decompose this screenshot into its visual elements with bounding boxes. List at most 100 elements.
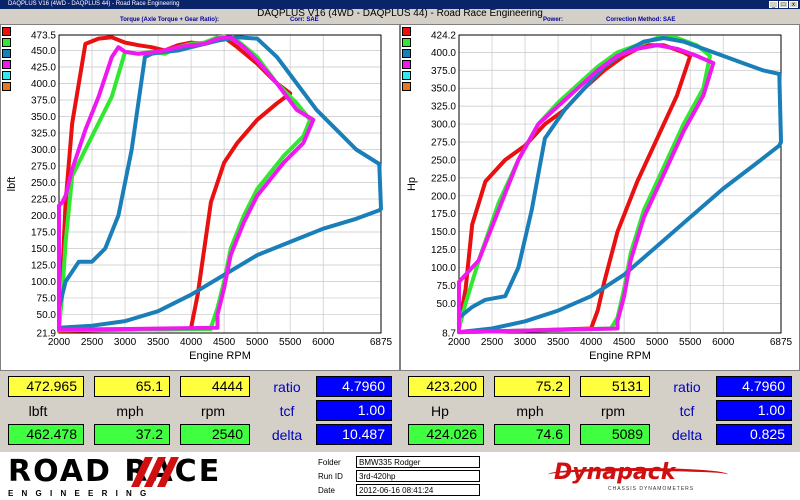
right-delta-value[interactable]: 0.825 — [716, 424, 792, 445]
legend-swatch-green[interactable] — [2, 38, 11, 47]
series-line-0 — [57, 35, 293, 333]
legend-swatch-orange-2[interactable] — [402, 82, 411, 91]
legend-swatch-orange[interactable] — [2, 82, 11, 91]
folder-value: BMW335 Rodger — [356, 456, 480, 468]
y-tick-label: 175.0 — [431, 209, 456, 220]
left-tcf-label: tcf — [279, 403, 295, 419]
logo-stripes — [131, 457, 179, 487]
logo-subtext: E N G I N E E R I N G — [8, 489, 150, 498]
y-tick-label: 400.0 — [31, 79, 56, 90]
y-tick-label: 350.0 — [431, 84, 456, 95]
maximize-button[interactable]: □ — [779, 1, 788, 8]
x-tick-label: 5500 — [279, 337, 302, 348]
date-label: Date — [318, 486, 335, 495]
left-unit-rpm: rpm — [200, 403, 226, 419]
plot-frame — [58, 34, 382, 334]
power-chart: 424.2 400.0 375.0 350.0 325.0 300.0 275.0 250.0… — [406, 31, 793, 363]
legend-swatch-blue-2[interactable] — [402, 49, 411, 58]
y-tick-label: 473.5 — [31, 31, 56, 42]
legend-swatch-red-2[interactable] — [402, 27, 411, 36]
y-tick-label: 275.0 — [431, 138, 456, 149]
x-tick-label: 3500 — [547, 337, 570, 348]
power-label: Power: — [543, 17, 564, 23]
dynapack-subtext: CHASSIS DYNAMOMETERS — [608, 486, 695, 492]
y-tick-label: 400.0 — [431, 48, 456, 59]
left-delta-value[interactable]: 10.487 — [316, 424, 392, 445]
left-tcf-value[interactable]: 1.00 — [316, 400, 392, 421]
right-delta-label: delta — [671, 427, 703, 443]
y-tick-label: 150.0 — [31, 244, 56, 255]
legend-swatch-cyan[interactable] — [2, 71, 11, 80]
left-mph-peak: 65.1 — [94, 376, 170, 397]
legend-swatch-cyan-2[interactable] — [402, 71, 411, 80]
series-line-2 — [57, 35, 383, 330]
close-button[interactable]: x — [789, 1, 798, 8]
x-tick-label: 3500 — [147, 337, 170, 348]
x-tick-label: 2000 — [448, 337, 471, 348]
right-unit-hp: Hp — [431, 403, 449, 419]
left-rpm-cursor: 2540 — [180, 424, 250, 445]
y-tick-label: 200.0 — [431, 191, 456, 202]
y-tick-label: 200.0 — [31, 211, 56, 222]
left-mph-cursor: 37.2 — [94, 424, 170, 445]
left-unit-mph: mph — [116, 403, 144, 419]
dynapack-logo: Dynapack CHASSIS DYNAMOMETERS — [548, 458, 738, 498]
y-axis-label: Hp — [406, 177, 418, 191]
date-value: 2012-06-16 08:41:24 — [356, 484, 480, 496]
y-tick-label: 225.0 — [431, 173, 456, 184]
y-tick-label: 325.0 — [431, 102, 456, 113]
x-axis-label: Engine RPM — [589, 350, 651, 362]
x-tick-label: 2500 — [81, 337, 104, 348]
y-tick-label: 75.0 — [37, 293, 57, 304]
y-tick-label: 21.9 — [37, 329, 57, 340]
torque-label: Torque (Axle Torque + Gear Ratio): — [120, 17, 219, 23]
power-chart-panel: 424.2 400.0 375.0 350.0 325.0 300.0 275.0 250.0… — [400, 24, 800, 371]
x-tick-label: 6000 — [312, 337, 335, 348]
y-tick-label: 425.0 — [31, 63, 56, 74]
y-tick-label: 300.0 — [431, 120, 456, 131]
left-torque-cursor: 462.478 — [8, 424, 84, 445]
legend-swatch-green-2[interactable] — [402, 38, 411, 47]
y-tick-label: 125.0 — [31, 260, 56, 271]
minimize-button[interactable]: _ — [769, 1, 778, 8]
y-tick-label: 50.0 — [37, 310, 57, 321]
x-tick-label: 5000 — [246, 337, 269, 348]
x-tick-label: 4500 — [613, 337, 636, 348]
x-tick-label: 3000 — [514, 337, 537, 348]
legend-swatch-red[interactable] — [2, 27, 11, 36]
y-tick-label: 225.0 — [31, 194, 56, 205]
road-race-logo: ROAD RACE E N G I N E E R I N G — [8, 456, 308, 499]
right-mph-cursor: 74.6 — [494, 424, 570, 445]
folder-label: Folder — [318, 458, 341, 467]
legend-swatch-blue[interactable] — [2, 49, 11, 58]
y-tick-label: 250.0 — [431, 155, 456, 166]
torque-chart-panel: 473.5 450.0 425.0 400.0 375.0 350.0 325.0 300.0… — [0, 24, 400, 371]
x-tick-label: 2500 — [481, 337, 504, 348]
corr-label: Corr: SAE — [290, 17, 319, 23]
y-tick-label: 325.0 — [31, 128, 56, 139]
runid-label: Run ID — [318, 472, 343, 481]
y-tick-label: 8.7 — [442, 329, 456, 340]
window-titlebar-text: DAQPLUS V16 (4WD - DAQPLUS 44) - Road Ra… — [8, 1, 180, 7]
series-line-2 — [457, 36, 783, 335]
y-tick-label: 350.0 — [31, 112, 56, 123]
right-unit-mph: mph — [516, 403, 544, 419]
x-tick-label: 5000 — [646, 337, 669, 348]
series-line-3 — [57, 35, 316, 332]
y-tick-label: 100.0 — [31, 277, 56, 288]
x-tick-label: 6000 — [712, 337, 735, 348]
plot-frame — [458, 34, 782, 334]
right-ratio-value[interactable]: 4.7960 — [716, 376, 792, 397]
y-tick-label: 50.0 — [437, 299, 457, 310]
left-ratio-value[interactable]: 4.7960 — [316, 376, 392, 397]
legend-swatch-magenta[interactable] — [2, 60, 11, 69]
series-line-3 — [457, 43, 716, 335]
right-power-peak: 423.200 — [408, 376, 484, 397]
right-rpm-cursor: 5089 — [580, 424, 650, 445]
y-tick-label: 250.0 — [31, 178, 56, 189]
legend-swatch-magenta-2[interactable] — [402, 60, 411, 69]
dynapack-wordmark: Dynapack — [554, 460, 676, 485]
x-tick-label: 6875 — [370, 337, 393, 348]
right-tcf-value[interactable]: 1.00 — [716, 400, 792, 421]
left-ratio-label: ratio — [273, 379, 301, 395]
